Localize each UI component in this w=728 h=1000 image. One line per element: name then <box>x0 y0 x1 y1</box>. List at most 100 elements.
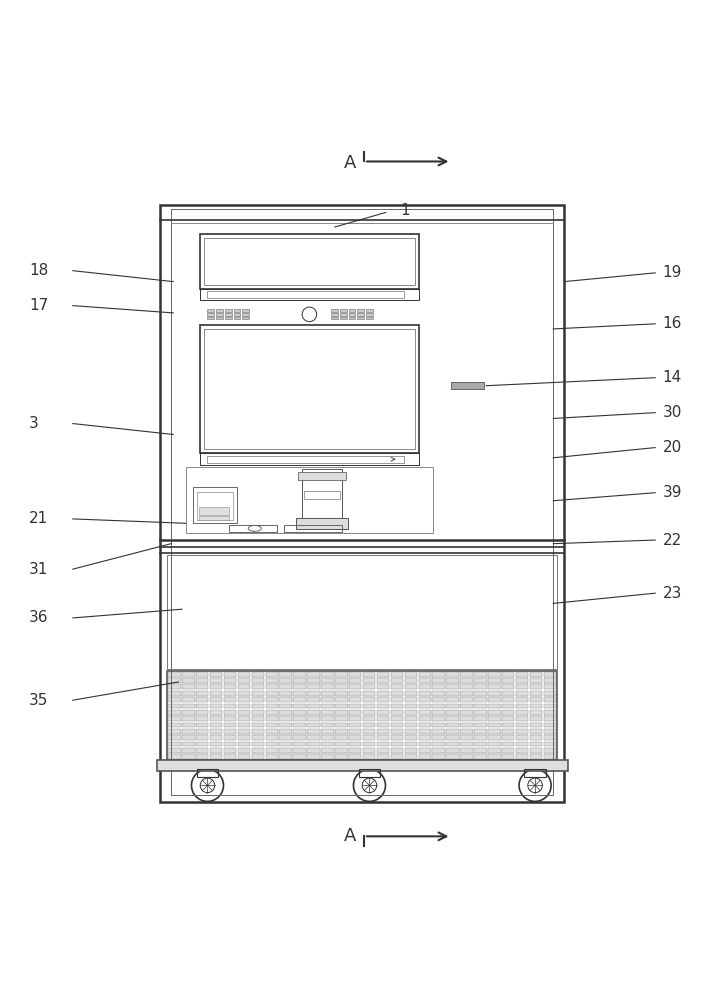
Bar <box>502 684 515 689</box>
Bar <box>238 684 250 689</box>
Bar <box>307 672 320 677</box>
Bar <box>474 672 486 677</box>
Bar <box>280 748 292 753</box>
Bar <box>210 710 222 715</box>
Bar <box>335 742 347 746</box>
Bar <box>307 704 320 708</box>
Bar <box>530 710 542 715</box>
Bar <box>223 748 237 753</box>
Bar <box>160 205 564 802</box>
Bar <box>252 748 264 753</box>
Bar <box>432 697 445 702</box>
Bar <box>349 684 362 689</box>
Bar <box>280 754 292 759</box>
Bar <box>377 672 389 677</box>
Bar <box>377 729 389 734</box>
Bar <box>419 735 431 740</box>
Bar <box>204 238 415 285</box>
Text: 16: 16 <box>662 316 682 331</box>
Bar <box>502 678 515 683</box>
Bar <box>225 309 232 312</box>
Bar <box>252 754 264 759</box>
Bar <box>488 684 501 689</box>
Bar <box>280 684 292 689</box>
Bar <box>196 710 208 715</box>
Bar <box>242 317 249 319</box>
Bar <box>432 748 445 753</box>
Bar <box>223 729 237 734</box>
Bar <box>460 691 472 696</box>
Bar <box>488 672 501 677</box>
Bar <box>168 672 181 677</box>
Bar <box>280 723 292 727</box>
Bar <box>446 742 459 746</box>
Bar <box>335 716 347 721</box>
Bar <box>516 742 529 746</box>
Bar <box>432 704 445 708</box>
Bar <box>516 684 529 689</box>
Bar <box>460 697 472 702</box>
Bar <box>238 729 250 734</box>
Bar <box>419 716 431 721</box>
Bar <box>502 754 515 759</box>
Bar <box>293 704 306 708</box>
Text: 21: 21 <box>29 511 48 526</box>
Bar <box>182 704 194 708</box>
Bar <box>488 742 501 746</box>
Bar <box>157 760 568 771</box>
Bar <box>238 748 250 753</box>
Bar <box>391 691 403 696</box>
Bar <box>377 735 389 740</box>
Bar <box>252 742 264 746</box>
Bar <box>168 748 181 753</box>
Bar <box>182 684 194 689</box>
Bar <box>377 684 389 689</box>
Bar <box>405 735 417 740</box>
Bar <box>391 672 403 677</box>
Bar <box>391 684 403 689</box>
Bar <box>223 710 237 715</box>
Text: 17: 17 <box>29 298 48 313</box>
Bar <box>460 735 472 740</box>
Bar <box>307 723 320 727</box>
Bar <box>488 729 501 734</box>
Bar <box>210 678 222 683</box>
Bar <box>432 710 445 715</box>
Bar <box>252 704 264 708</box>
Bar <box>349 716 362 721</box>
Bar <box>200 325 419 453</box>
Bar <box>544 697 556 702</box>
Bar <box>474 691 486 696</box>
Bar <box>207 291 404 298</box>
Bar <box>391 748 403 753</box>
Bar <box>419 678 431 683</box>
Bar <box>242 313 249 316</box>
Bar <box>349 735 362 740</box>
Bar <box>357 309 364 312</box>
Bar <box>238 735 250 740</box>
Bar <box>197 492 233 520</box>
Bar <box>474 748 486 753</box>
Bar <box>167 671 557 760</box>
Bar <box>252 697 264 702</box>
Bar <box>516 704 529 708</box>
Text: 22: 22 <box>662 533 681 548</box>
Bar <box>419 691 431 696</box>
Bar <box>335 697 347 702</box>
Bar <box>446 735 459 740</box>
Bar <box>168 735 181 740</box>
Text: 20: 20 <box>662 440 681 455</box>
Bar <box>340 317 347 319</box>
Bar <box>168 716 181 721</box>
Bar <box>419 748 431 753</box>
Bar <box>349 697 362 702</box>
Text: 31: 31 <box>29 562 49 577</box>
Bar <box>296 518 348 529</box>
Bar <box>446 723 459 727</box>
Bar <box>405 697 417 702</box>
Bar <box>307 748 320 753</box>
Bar <box>544 754 556 759</box>
Bar <box>363 697 376 702</box>
Bar <box>321 691 333 696</box>
Bar <box>460 754 472 759</box>
